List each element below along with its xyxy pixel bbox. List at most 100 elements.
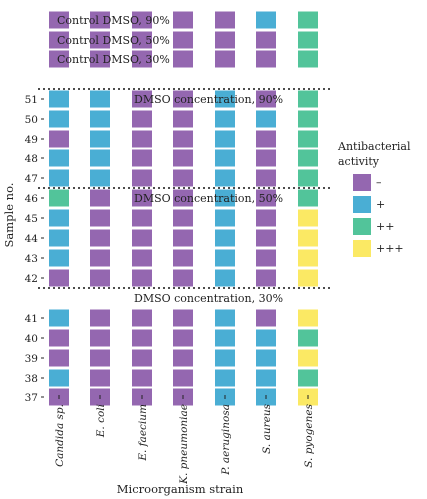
- y-tick-label: 38: [25, 373, 38, 385]
- heatmap-cell: [256, 50, 276, 68]
- heatmap-cell: [256, 209, 276, 227]
- heatmap-cell: [49, 50, 69, 68]
- heatmap-cell: [256, 269, 276, 287]
- heatmap-cell: [90, 90, 110, 108]
- heatmap-cell: [256, 189, 276, 207]
- control-row-label: Control DMSO, 90%: [57, 14, 170, 27]
- heatmap-cell: [298, 209, 318, 227]
- heatmap-cell: [173, 169, 193, 187]
- heatmap-cell: [90, 369, 110, 387]
- heatmap-cell: [173, 110, 193, 128]
- heatmap-cell: [298, 169, 318, 187]
- heatmap-cell: [298, 329, 318, 347]
- heatmap-cell: [298, 50, 318, 68]
- section-label: DMSO concentration, 50%: [134, 192, 283, 205]
- heatmap-cell: [215, 269, 235, 287]
- legend-label: +: [376, 198, 385, 211]
- y-tick-label: 42: [25, 273, 38, 285]
- heatmap-cell: [173, 369, 193, 387]
- heatmap-cell: [90, 149, 110, 167]
- heatmap-cell: [90, 229, 110, 247]
- legend-label: –: [376, 176, 382, 189]
- section-annotations: Control DMSO, 90% Control DMSO, 50% Contro…: [57, 14, 283, 305]
- heatmap-cell: [173, 90, 193, 108]
- heatmap-cell: [298, 189, 318, 207]
- heatmap-cell: [49, 329, 69, 347]
- heatmap-cell: [132, 369, 152, 387]
- heatmap-cell: [132, 329, 152, 347]
- x-tick-label: Candida sp.: [54, 404, 66, 467]
- legend-swatch: [353, 196, 371, 213]
- control-row-label: Control DMSO, 30%: [57, 53, 170, 66]
- heatmap-cell: [90, 329, 110, 347]
- x-tick-label: E. coli: [95, 404, 107, 438]
- heatmap-cell: [215, 209, 235, 227]
- control-row-label: Control DMSO, 50%: [57, 34, 170, 47]
- legend-label: +++: [376, 242, 404, 255]
- heatmap-cell: [215, 90, 235, 108]
- heatmap-cell: [49, 31, 69, 49]
- heatmap-cell: [90, 349, 110, 367]
- y-tick-label: 47: [25, 173, 38, 185]
- heatmap-cell: [49, 110, 69, 128]
- heatmap-cell: [215, 50, 235, 68]
- heatmap-cell: [215, 369, 235, 387]
- heatmap-cell: [132, 110, 152, 128]
- y-tick-label: 40: [25, 333, 38, 345]
- heatmap-cell: [132, 50, 152, 68]
- heatmap-cell: [173, 309, 193, 327]
- heatmap-cell: [173, 130, 193, 148]
- heatmap-cell: [298, 249, 318, 267]
- section-separators: [38, 88, 332, 289]
- heatmap-cell: [256, 369, 276, 387]
- heatmap-cell: [215, 309, 235, 327]
- heatmap-cell: [173, 189, 193, 207]
- heatmap-cell: [256, 90, 276, 108]
- heatmap-cell: [256, 11, 276, 29]
- heatmap-cell: [215, 249, 235, 267]
- heatmap-cell: [173, 149, 193, 167]
- heatmap-cell: [215, 189, 235, 207]
- heatmap-cell: [132, 169, 152, 187]
- heatmap-cell: [90, 169, 110, 187]
- heatmap-cell: [49, 209, 69, 227]
- heatmap-cell: [298, 90, 318, 108]
- x-tick-labels: Candida sp. E. coli E. faecium K. pneumonia…: [54, 395, 315, 485]
- x-tick-label: S. aureus: [261, 403, 273, 454]
- heatmap-cell: [132, 309, 152, 327]
- heatmap-cell: [215, 110, 235, 128]
- heatmap-cell: [90, 189, 110, 207]
- heatmap-cell: [173, 11, 193, 29]
- legend-swatch: [353, 174, 371, 191]
- heatmap-cell: [90, 110, 110, 128]
- y-tick-label: 49: [25, 134, 38, 146]
- heatmap-cell: [215, 130, 235, 148]
- x-tick-label: P. aeruginosa: [220, 404, 232, 476]
- heatmap-cell: [298, 110, 318, 128]
- y-tick-label: 48: [25, 153, 38, 165]
- heatmap-cell: [90, 309, 110, 327]
- heatmap-cell: [132, 90, 152, 108]
- y-tick-labels: 51 50 49 48 47 46 45 44 43 42 41 40 39 38 37: [25, 94, 44, 404]
- heatmap-cell: [49, 269, 69, 287]
- section-label: DMSO concentration, 90%: [134, 93, 283, 106]
- heatmap-cell: [132, 149, 152, 167]
- heatmap-cell: [256, 249, 276, 267]
- heatmap-cell: [298, 31, 318, 49]
- heatmap-cell: [132, 11, 152, 29]
- heatmap-cell: [49, 229, 69, 247]
- heatmap-cell: [132, 189, 152, 207]
- y-tick-label: 41: [25, 313, 38, 325]
- legend-swatch: [353, 240, 371, 257]
- heatmap-cell: [298, 349, 318, 367]
- y-axis-label: Sample no.: [2, 183, 16, 248]
- heatmap-cell: [256, 130, 276, 148]
- legend: Antibacterial activity –++++++: [337, 140, 411, 257]
- heatmap-cell: [256, 169, 276, 187]
- heatmap-cell: [49, 189, 69, 207]
- y-tick-label: 46: [25, 193, 39, 205]
- heatmap-cell: [215, 169, 235, 187]
- heatmap-cell: [256, 329, 276, 347]
- heatmap-cell: [90, 130, 110, 148]
- heatmap-cell: [215, 11, 235, 29]
